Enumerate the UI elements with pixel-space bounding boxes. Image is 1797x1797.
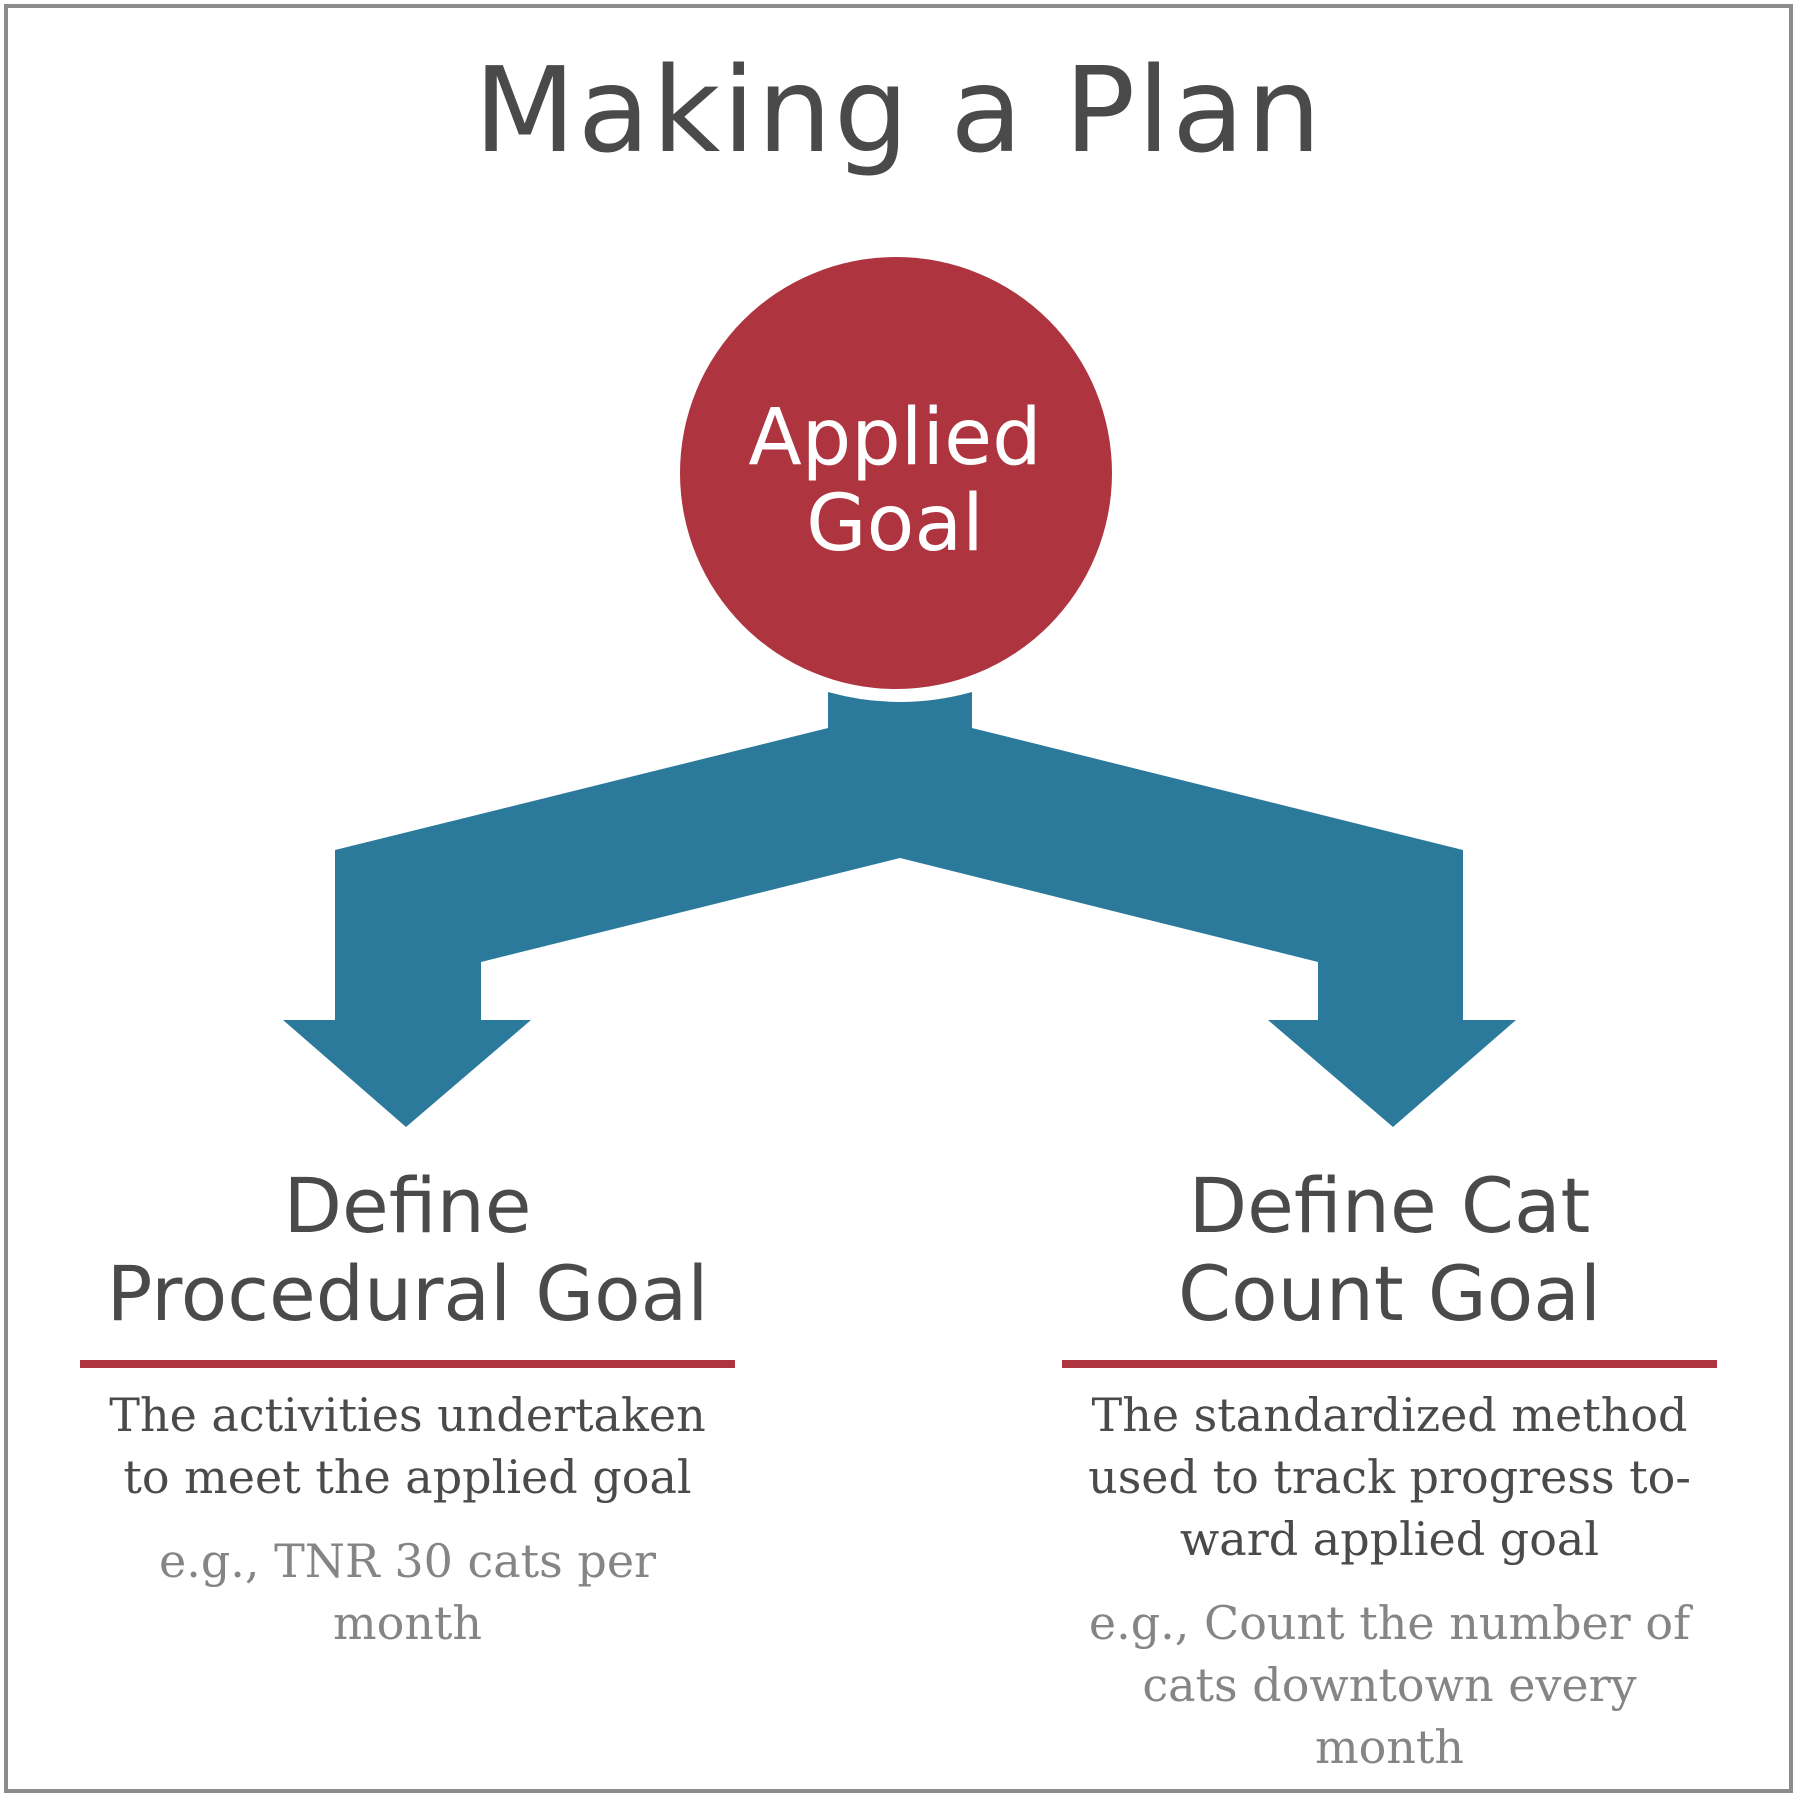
- cat-count-goal-column: Define Cat Count Goal The standardized m…: [1062, 1162, 1717, 1778]
- procedural-goal-column: Define Procedural Goal The activities un…: [80, 1162, 735, 1654]
- procedural-goal-description-line2: to meet the applied goal: [123, 1450, 692, 1504]
- applied-goal-circle: [680, 257, 1112, 689]
- cat-count-goal-example-line3: month: [1314, 1720, 1465, 1774]
- split-arrow: [283, 692, 1516, 1127]
- procedural-goal-heading-line1: Define: [283, 1161, 532, 1250]
- cat-count-goal-example-line2: cats downtown every: [1142, 1658, 1637, 1712]
- applied-goal-label-line2: Goal: [806, 479, 984, 569]
- cat-count-goal-example-line1: e.g., Count the number of: [1088, 1596, 1691, 1650]
- diagram-title: Making a Plan: [473, 41, 1324, 179]
- procedural-goal-example: e.g., TNR 30 cats per month: [158, 1534, 657, 1650]
- cat-count-goal-description-line2: used to track progress to-: [1088, 1450, 1691, 1504]
- procedural-goal-heading-line2: Procedural Goal: [106, 1249, 709, 1338]
- applied-goal-label: Applied Goal: [680, 395, 1110, 567]
- cat-count-goal-heading-line2: Count Goal: [1178, 1249, 1601, 1338]
- cat-count-goal-description-line1: The standardized method: [1091, 1388, 1688, 1442]
- cat-count-goal-heading-line1: Define Cat: [1188, 1161, 1591, 1250]
- applied-goal-label-line1: Applied: [748, 393, 1042, 483]
- cat-count-goal-description-line3: ward applied goal: [1179, 1512, 1600, 1566]
- cat-count-goal-divider: [1062, 1360, 1717, 1368]
- procedural-goal-description-line1: The activities undertaken: [109, 1388, 706, 1442]
- procedural-goal-divider: [80, 1360, 735, 1368]
